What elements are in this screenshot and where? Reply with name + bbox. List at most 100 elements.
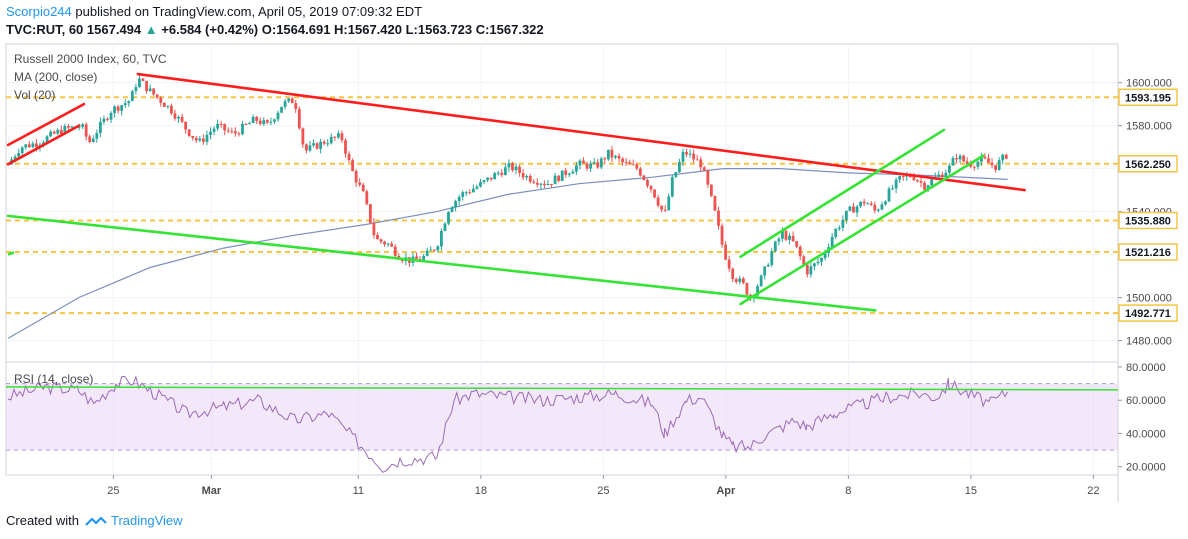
candle-body: [148, 88, 152, 92]
rsi-indicator-label[interactable]: RSI (14, close): [14, 372, 94, 386]
candle-body: [35, 143, 38, 147]
candle-body: [709, 184, 713, 196]
candle-body: [386, 243, 390, 245]
candle-body: [379, 239, 383, 242]
candle-body: [340, 133, 344, 141]
candle-body: [962, 155, 966, 162]
candle-body: [770, 251, 774, 265]
x-tick-label: 25: [597, 485, 609, 497]
candle-body: [383, 241, 386, 245]
candle-body: [130, 91, 134, 102]
ma-indicator-label[interactable]: MA (200, close): [14, 70, 98, 84]
rsi-y-tick-label: 40.0000: [1126, 428, 1166, 440]
candle-body: [738, 278, 742, 283]
candle-body: [361, 184, 365, 192]
candle-body: [70, 126, 74, 128]
candle-body: [663, 209, 667, 211]
candle-body: [489, 177, 493, 180]
candle-body: [241, 123, 244, 135]
candle-body: [969, 164, 973, 167]
candle-body: [13, 156, 17, 160]
candle-body: [258, 120, 262, 125]
candle-body: [582, 160, 585, 164]
candle-body: [869, 203, 873, 205]
upward-channel-line: [739, 128, 946, 259]
candle-body: [575, 165, 578, 172]
candle-body: [457, 196, 461, 202]
candle-body: [422, 255, 426, 260]
x-tick-label: 11: [353, 485, 364, 497]
candle-body: [532, 181, 536, 183]
candle-body: [784, 231, 788, 240]
candle-body: [834, 228, 838, 238]
symbol-name: TVC:RUT, 60: [6, 22, 84, 37]
candle-body: [873, 204, 877, 211]
candle-body: [102, 118, 106, 122]
price-change: +6.584 (+0.42%): [161, 22, 259, 37]
candle-body: [692, 153, 696, 160]
candlesticks: [10, 74, 1008, 303]
candle-body: [944, 172, 948, 178]
candle-body: [194, 137, 198, 141]
candle-body: [841, 219, 845, 228]
candle-body: [550, 183, 553, 185]
candle-body: [543, 183, 546, 186]
y-tick-label: 1600.000: [1126, 78, 1172, 90]
candle-body: [621, 158, 624, 163]
candle-body: [717, 210, 720, 226]
candle-body: [415, 256, 418, 259]
price-level-badge: [1118, 155, 1178, 173]
candle-body: [852, 206, 855, 213]
candle-body: [233, 131, 237, 134]
candle-body: [155, 94, 159, 98]
candle-body: [617, 155, 621, 159]
candle-body: [614, 155, 617, 158]
candle-body: [145, 80, 148, 92]
up-arrow-icon: ▲: [144, 22, 158, 37]
price-level-badge: [1118, 243, 1178, 261]
candle-body: [507, 163, 511, 168]
author-link[interactable]: Scorpio244: [6, 4, 72, 19]
candle-body: [994, 165, 997, 170]
candle-body: [27, 144, 31, 148]
candle-body: [464, 192, 468, 194]
candle-body: [699, 159, 703, 168]
candle-body: [653, 189, 656, 198]
price-level-badge: [1118, 304, 1178, 322]
candle-body: [432, 249, 436, 251]
candle-body: [887, 188, 891, 202]
published-text: published on TradingView.com, April 05, …: [75, 4, 423, 19]
candle-body: [450, 207, 454, 212]
candle-body: [795, 241, 799, 247]
candle-body: [294, 103, 298, 109]
candle-body: [681, 151, 685, 162]
candle-body: [191, 135, 195, 138]
candle-body: [219, 123, 223, 125]
candle-body: [248, 122, 251, 125]
candle-body: [447, 211, 450, 224]
candle-body: [606, 149, 610, 160]
tradingview-link[interactable]: TradingView: [110, 513, 183, 528]
candle-body: [660, 205, 664, 210]
candle-body: [166, 105, 170, 107]
candle-body: [965, 161, 969, 165]
candle-body: [983, 156, 987, 159]
candle-body: [820, 258, 823, 262]
candle-body: [319, 141, 323, 149]
price-level-label: 1521.216: [1125, 247, 1171, 259]
rsi-band: [6, 383, 1118, 451]
candle-body: [844, 210, 848, 220]
vol-indicator-label[interactable]: Vol (20): [14, 88, 56, 102]
candle-body: [571, 171, 575, 174]
candle-body: [578, 160, 582, 166]
early-channel-line: [6, 102, 86, 147]
axes: 1600.0001580.0001560.0001540.0001520.000…: [107, 78, 1178, 497]
candle-body: [123, 103, 127, 106]
price-level-label: 1593.195: [1125, 92, 1171, 104]
candle-body: [297, 108, 301, 129]
candle-body: [106, 118, 109, 120]
candle-body: [813, 263, 816, 267]
candle-body: [763, 266, 767, 276]
candle-body: [823, 252, 827, 259]
